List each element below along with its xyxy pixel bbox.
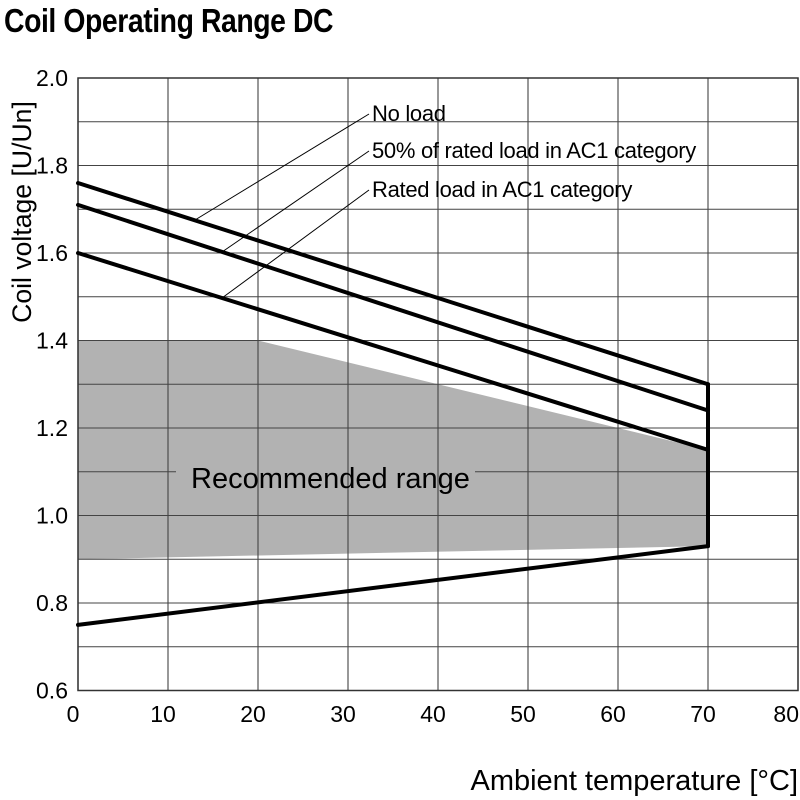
svg-text:40: 40 bbox=[420, 701, 446, 727]
svg-text:2.0: 2.0 bbox=[36, 65, 68, 91]
svg-text:0.8: 0.8 bbox=[36, 590, 68, 616]
svg-text:10: 10 bbox=[150, 701, 176, 727]
svg-text:50: 50 bbox=[510, 701, 536, 727]
svg-text:50% of rated load in AC1 categ: 50% of rated load in AC1 category bbox=[372, 138, 696, 163]
svg-text:0.6: 0.6 bbox=[36, 678, 68, 704]
svg-text:Rated load in AC1 category: Rated load in AC1 category bbox=[372, 177, 632, 202]
svg-text:Ambient temperature [°C]: Ambient temperature [°C] bbox=[470, 765, 798, 797]
svg-text:1.4: 1.4 bbox=[36, 328, 68, 354]
svg-text:70: 70 bbox=[690, 701, 716, 727]
svg-text:No load: No load bbox=[372, 101, 446, 126]
svg-text:1.2: 1.2 bbox=[36, 415, 68, 441]
svg-text:80: 80 bbox=[773, 701, 799, 727]
svg-text:20: 20 bbox=[240, 701, 266, 727]
svg-text:60: 60 bbox=[600, 701, 626, 727]
svg-text:Recommended range: Recommended range bbox=[191, 463, 470, 495]
svg-text:1.6: 1.6 bbox=[36, 240, 68, 266]
svg-text:0: 0 bbox=[67, 701, 80, 727]
svg-text:30: 30 bbox=[330, 701, 356, 727]
svg-text:Coil voltage [U/Un]: Coil voltage [U/Un] bbox=[7, 101, 37, 323]
svg-text:1.0: 1.0 bbox=[36, 503, 68, 529]
svg-text:1.8: 1.8 bbox=[36, 153, 68, 179]
